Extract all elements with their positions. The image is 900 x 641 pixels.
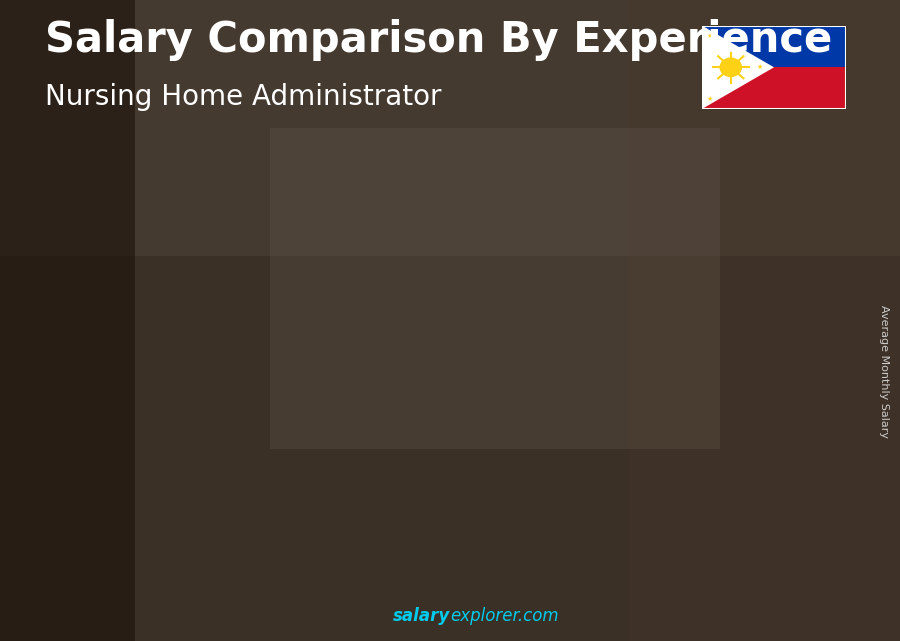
Bar <box>0 0 900 256</box>
Bar <box>96 459 158 558</box>
Text: +22%: +22% <box>396 249 468 269</box>
Text: 17,200 PHP: 17,200 PHP <box>199 407 287 422</box>
Bar <box>518 320 524 558</box>
Bar <box>340 362 401 369</box>
Bar <box>584 299 645 308</box>
Bar <box>340 362 346 558</box>
Bar <box>762 277 768 558</box>
Bar <box>463 319 524 320</box>
Bar <box>219 425 280 426</box>
Bar <box>706 277 768 558</box>
Text: 36,600 PHP: 36,600 PHP <box>687 258 775 274</box>
Bar <box>706 277 768 287</box>
Bar <box>219 426 280 431</box>
Text: explorer.com: explorer.com <box>450 607 559 625</box>
Text: ★: ★ <box>706 33 712 39</box>
Polygon shape <box>702 26 774 109</box>
Bar <box>706 277 711 558</box>
Bar <box>96 459 158 462</box>
Bar <box>219 426 280 558</box>
Text: 31,000 PHP: 31,000 PHP <box>443 301 531 317</box>
Bar <box>274 426 280 558</box>
Text: +48%: +48% <box>274 297 346 317</box>
Bar <box>630 0 900 641</box>
Bar <box>584 297 645 299</box>
Text: +8%: +8% <box>648 193 704 213</box>
Text: Salary Comparison By Experience: Salary Comparison By Experience <box>45 19 832 62</box>
Text: ★: ★ <box>757 64 762 71</box>
Text: 25,500 PHP: 25,500 PHP <box>321 344 409 359</box>
Bar <box>702 26 846 67</box>
Bar <box>0 0 135 641</box>
Bar <box>706 276 768 277</box>
Text: +9%: +9% <box>526 221 582 241</box>
Text: +34%: +34% <box>152 367 224 387</box>
Bar <box>584 299 590 558</box>
Text: Average Monthly Salary: Average Monthly Salary <box>878 305 889 438</box>
Circle shape <box>720 58 742 76</box>
Bar <box>463 320 524 558</box>
Bar <box>340 362 401 558</box>
Bar <box>702 67 846 109</box>
Bar <box>641 299 645 558</box>
Bar <box>153 459 157 558</box>
Bar <box>463 320 467 558</box>
Text: salary: salary <box>392 607 450 625</box>
Bar <box>584 299 645 558</box>
Text: 12,900 PHP: 12,900 PHP <box>77 440 165 455</box>
Bar <box>96 459 102 558</box>
Text: ★: ★ <box>706 96 712 101</box>
Bar <box>219 426 223 558</box>
Bar <box>463 320 524 328</box>
Bar <box>270 128 720 449</box>
Text: Nursing Home Administrator: Nursing Home Administrator <box>45 83 442 112</box>
Bar <box>397 362 401 558</box>
Text: 33,800 PHP: 33,800 PHP <box>564 280 652 295</box>
